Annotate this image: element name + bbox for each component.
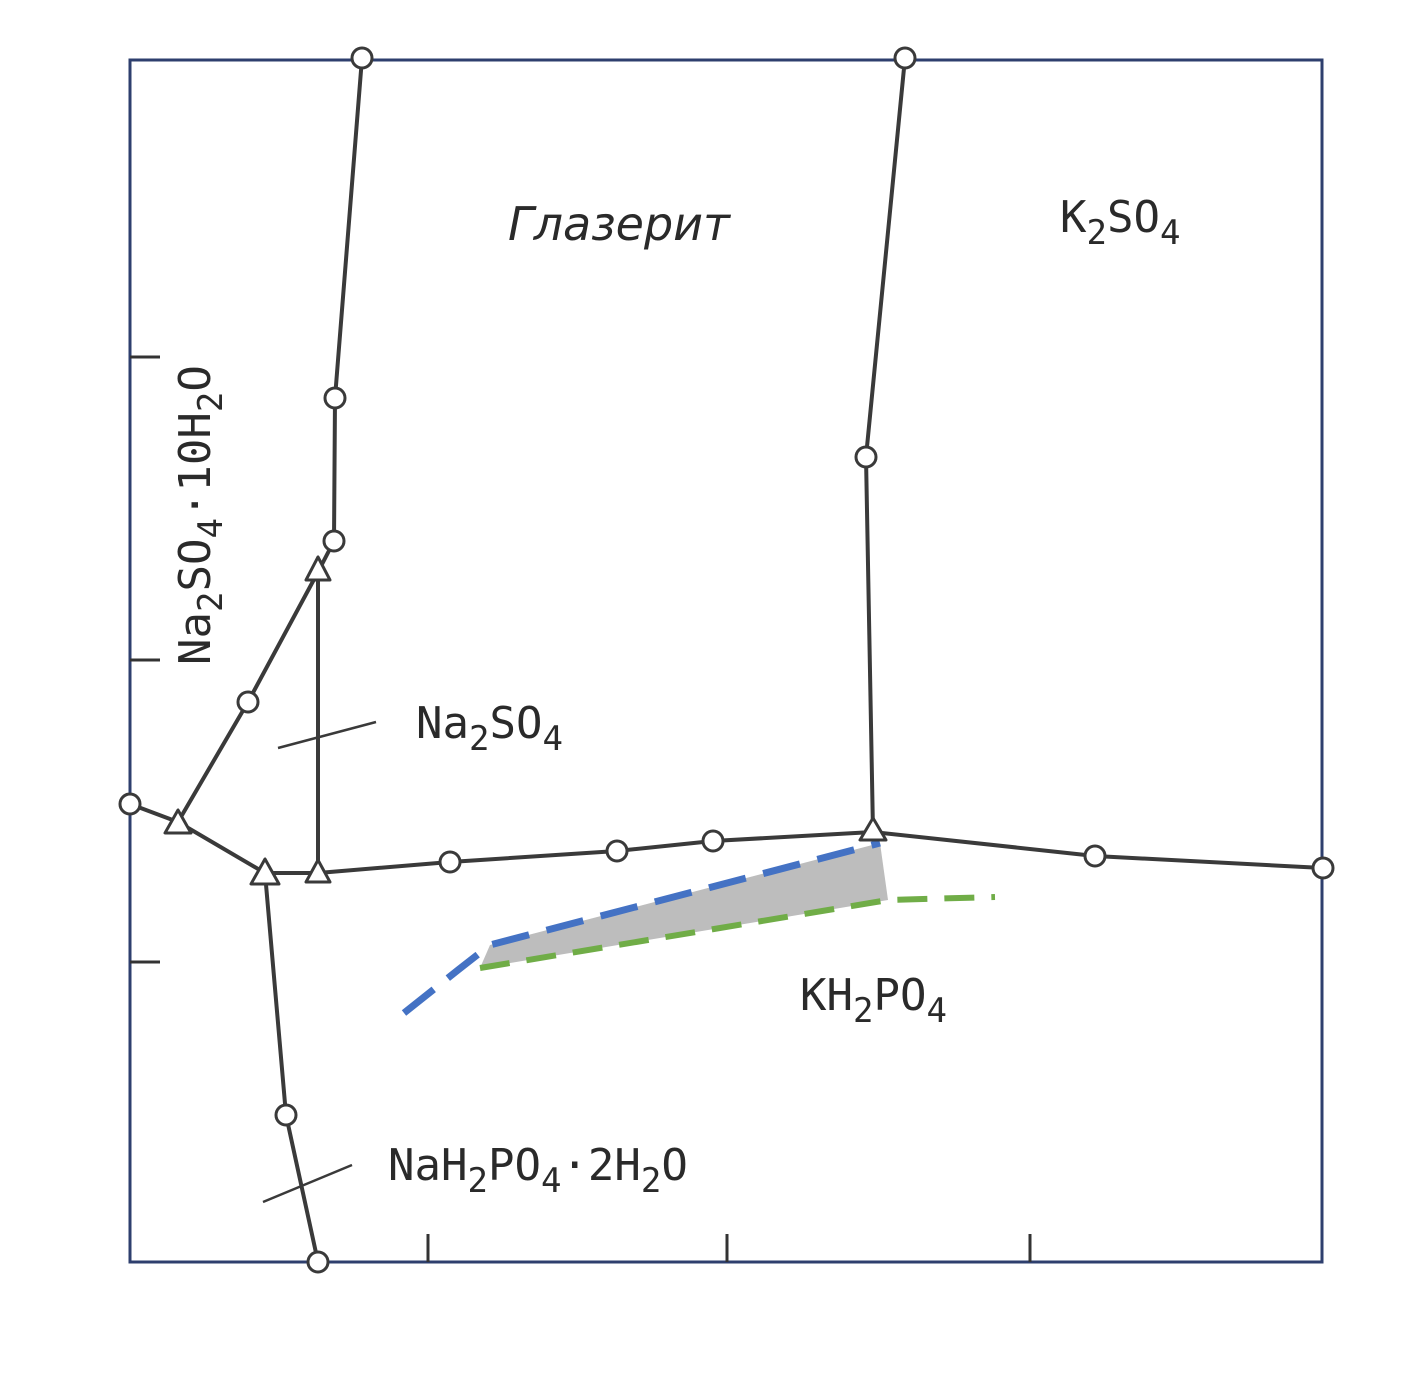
label-kh2po4: KH2PO4 (800, 970, 947, 1031)
point-triangle (163, 808, 193, 835)
point-circle (701, 829, 725, 853)
point-triangle (304, 858, 332, 884)
point-circle (438, 850, 462, 874)
point-circle (854, 445, 878, 469)
circle-points (118, 46, 1335, 1274)
point-triangle (249, 857, 281, 886)
label-glaserite: Глазерит (508, 197, 731, 251)
point-circle (1311, 856, 1335, 880)
point-circle (306, 1250, 330, 1274)
point-triangle (858, 816, 888, 842)
label-na2so4: Na2SO4 (416, 698, 563, 759)
label-nah2po4-2h2o: NaH2PO4·2H2O (388, 1140, 688, 1201)
point-triangle (304, 555, 332, 582)
point-circle (1083, 844, 1107, 868)
boundary-glaserite-k2so4 (864, 57, 907, 833)
point-circle (118, 792, 142, 816)
axis-ticks (130, 355, 1032, 1262)
label-k2so4: K2SO4 (1060, 192, 1180, 253)
blue-dashed-line (401, 839, 881, 1016)
point-circle (323, 386, 347, 410)
point-circle (322, 529, 346, 553)
boundary-left-invariant (129, 802, 318, 875)
leader-na2so4 (277, 720, 377, 750)
point-circle (605, 839, 629, 863)
shaded-region (480, 843, 888, 968)
triangle-points (163, 555, 888, 886)
label-na2so4-10h2o: Na2SO4·10H2O (170, 365, 231, 665)
boundary-na2so4-10h2o-glaserite (316, 57, 364, 573)
boundary-nah2po4-kh2po4 (263, 872, 320, 1263)
green-dashed-line (479, 894, 996, 971)
point-circle (350, 46, 374, 70)
point-circle (274, 1103, 298, 1127)
point-circle (236, 690, 260, 714)
leader-nah2po4 (262, 1163, 353, 1204)
point-circle (893, 46, 917, 70)
